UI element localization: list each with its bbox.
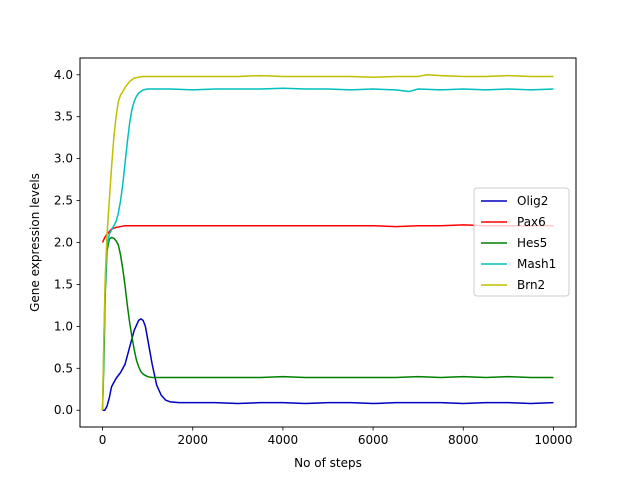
y-tick-label: 2.5 (54, 194, 73, 208)
x-tick-label: 2000 (177, 433, 208, 447)
y-tick-label: 2.0 (54, 236, 73, 250)
y-tick-label: 1.0 (54, 319, 73, 333)
legend-label-pax6: Pax6 (517, 215, 546, 229)
y-tick-label: 4.0 (54, 68, 73, 82)
legend: Olig2 Pax6 Hes5 Mash1 Brn2 (473, 187, 570, 297)
y-tick-label: 3.5 (54, 110, 73, 124)
series-line-mash1 (101, 87, 554, 411)
legend-box (473, 187, 570, 297)
series-line-olig2 (102, 318, 554, 411)
x-axis: 0 2000 4000 6000 8000 10000 (99, 427, 573, 447)
series-layer (101, 74, 554, 411)
legend-label-mash1: Mash1 (517, 257, 556, 271)
legend-label-hes5: Hes5 (517, 236, 547, 250)
y-tick-label: 3.0 (54, 152, 73, 166)
legend-label-brn2: Brn2 (517, 278, 545, 292)
series-line-hes5 (101, 236, 554, 411)
x-tick-label: 10000 (534, 433, 572, 447)
y-axis: 0.0 0.5 1.0 1.5 2.0 2.5 3.0 3.5 4.0 (54, 68, 80, 417)
x-tick-label: 0 (99, 433, 107, 447)
x-tick-label: 6000 (358, 433, 389, 447)
y-axis-label: Gene expression levels (28, 173, 42, 312)
y-tick-label: 0.5 (54, 361, 73, 375)
x-tick-label: 8000 (448, 433, 479, 447)
x-tick-label: 4000 (268, 433, 299, 447)
legend-label-olig2: Olig2 (517, 194, 548, 208)
x-axis-label: No of steps (294, 456, 362, 470)
y-tick-label: 0.0 (54, 403, 73, 417)
series-line-pax6 (101, 224, 554, 243)
series-line-brn2 (101, 74, 554, 411)
y-tick-label: 1.5 (54, 277, 73, 291)
